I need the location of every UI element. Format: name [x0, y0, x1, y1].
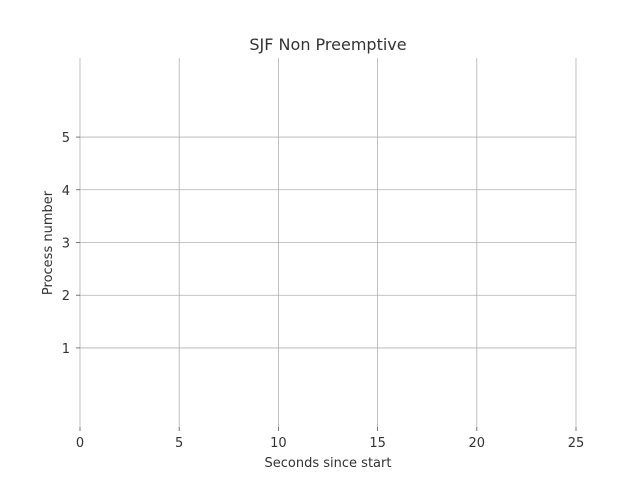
x-tick-label: 25 [568, 436, 585, 451]
x-axis-label: Seconds since start [265, 456, 392, 471]
y-grid [80, 136, 576, 349]
y-tick-label: 3 [62, 237, 70, 252]
y-axis-label: Process number [41, 190, 56, 295]
x-ticks: 0 5 10 15 20 25 [76, 427, 584, 451]
y-tick-label: 2 [62, 289, 70, 304]
y-tick-label: 5 [62, 131, 70, 146]
y-tick-label: 1 [62, 342, 70, 357]
x-tick-label: 5 [175, 436, 183, 451]
y-tick-label: 4 [62, 184, 70, 199]
x-tick-label: 15 [369, 436, 386, 451]
x-tick-label: 10 [270, 436, 287, 451]
y-ticks: 1 2 3 4 5 [62, 131, 80, 357]
x-tick-label: 0 [76, 436, 84, 451]
x-tick-label: 20 [469, 436, 486, 451]
chart-title: SJF Non Preemptive [249, 35, 406, 54]
